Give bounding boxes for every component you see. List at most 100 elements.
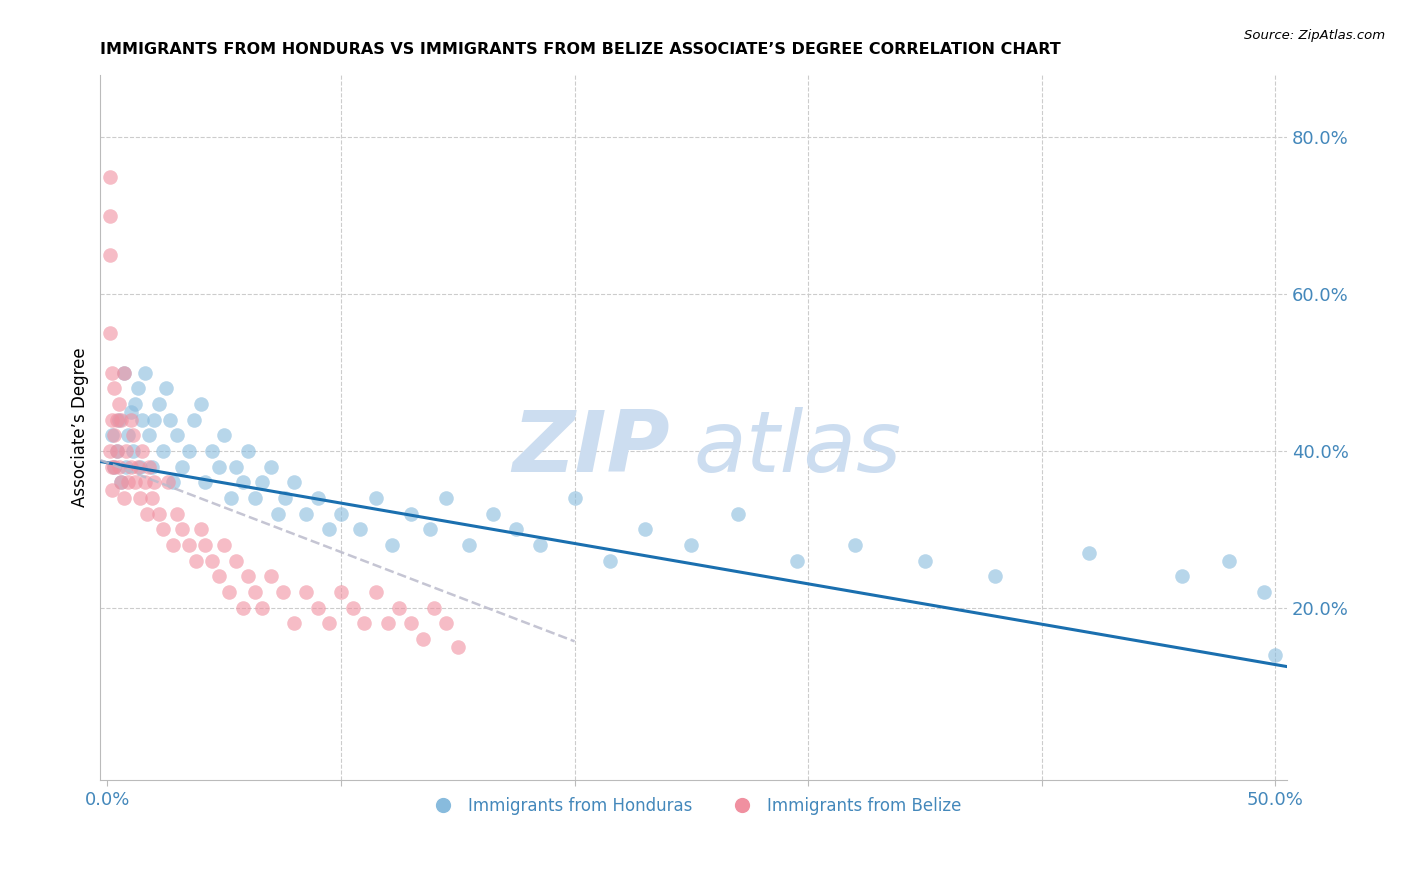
Immigrants from Belize — [134, 475, 156, 490]
Immigrants from Belize — [166, 507, 188, 521]
Immigrants from Honduras — [232, 475, 254, 490]
Immigrants from Honduras — [1171, 569, 1194, 583]
Immigrants from Honduras — [267, 507, 290, 521]
Immigrants from Belize — [190, 522, 212, 536]
Immigrants from Belize — [447, 640, 470, 654]
Immigrants from Belize — [108, 397, 131, 411]
Immigrants from Belize — [131, 444, 153, 458]
Immigrants from Belize — [194, 538, 217, 552]
Immigrants from Belize — [105, 412, 128, 426]
Immigrants from Honduras — [434, 491, 457, 505]
Immigrants from Belize — [115, 444, 138, 458]
Immigrants from Honduras — [201, 444, 224, 458]
Immigrants from Honduras — [1253, 585, 1275, 599]
Immigrants from Belize — [117, 475, 139, 490]
Immigrants from Belize — [105, 444, 128, 458]
Immigrants from Belize — [124, 475, 146, 490]
Immigrants from Honduras — [364, 491, 387, 505]
Immigrants from Honduras — [141, 459, 163, 474]
Immigrants from Honduras — [117, 428, 139, 442]
Immigrants from Belize — [101, 483, 124, 498]
Immigrants from Honduras — [381, 538, 404, 552]
Immigrants from Belize — [434, 616, 457, 631]
Immigrants from Belize — [141, 491, 163, 505]
Immigrants from Honduras — [274, 491, 297, 505]
Immigrants from Honduras — [681, 538, 703, 552]
Immigrants from Honduras — [162, 475, 184, 490]
Immigrants from Honduras — [634, 522, 657, 536]
Immigrants from Belize — [179, 538, 201, 552]
Immigrants from Belize — [307, 600, 329, 615]
Immigrants from Belize — [260, 569, 283, 583]
Immigrants from Belize — [271, 585, 294, 599]
Immigrants from Honduras — [124, 397, 146, 411]
Immigrants from Belize — [377, 616, 399, 631]
Immigrants from Honduras — [148, 397, 170, 411]
Immigrants from Belize — [250, 600, 273, 615]
Immigrants from Belize — [98, 444, 121, 458]
Immigrants from Honduras — [529, 538, 551, 552]
Immigrants from Belize — [138, 459, 160, 474]
Text: IMMIGRANTS FROM HONDURAS VS IMMIGRANTS FROM BELIZE ASSOCIATE’S DEGREE CORRELATIO: IMMIGRANTS FROM HONDURAS VS IMMIGRANTS F… — [100, 42, 1062, 57]
Immigrants from Belize — [152, 522, 174, 536]
Immigrants from Belize — [162, 538, 184, 552]
Immigrants from Honduras — [786, 554, 808, 568]
Immigrants from Belize — [232, 600, 254, 615]
Immigrants from Belize — [201, 554, 224, 568]
Legend: Immigrants from Honduras, Immigrants from Belize: Immigrants from Honduras, Immigrants fro… — [416, 787, 972, 825]
Immigrants from Belize — [225, 554, 247, 568]
Text: Source: ZipAtlas.com: Source: ZipAtlas.com — [1244, 29, 1385, 42]
Immigrants from Belize — [212, 538, 235, 552]
Immigrants from Belize — [330, 585, 353, 599]
Immigrants from Honduras — [129, 459, 152, 474]
Text: atlas: atlas — [693, 407, 901, 490]
Immigrants from Belize — [157, 475, 180, 490]
Immigrants from Belize — [101, 459, 124, 474]
Immigrants from Honduras — [1077, 546, 1099, 560]
Immigrants from Honduras — [131, 412, 153, 426]
Immigrants from Honduras — [399, 507, 422, 521]
Immigrants from Belize — [98, 169, 121, 184]
Immigrants from Belize — [103, 381, 125, 395]
Immigrants from Belize — [120, 412, 142, 426]
Immigrants from Honduras — [120, 405, 142, 419]
Immigrants from Honduras — [295, 507, 318, 521]
Immigrants from Belize — [423, 600, 446, 615]
Immigrants from Honduras — [307, 491, 329, 505]
Immigrants from Belize — [388, 600, 411, 615]
Immigrants from Honduras — [152, 444, 174, 458]
Immigrants from Honduras — [599, 554, 621, 568]
Immigrants from Honduras — [914, 554, 936, 568]
Immigrants from Belize — [122, 428, 145, 442]
Immigrants from Belize — [364, 585, 387, 599]
Immigrants from Belize — [112, 491, 135, 505]
Immigrants from Belize — [143, 475, 166, 490]
Immigrants from Belize — [110, 475, 132, 490]
Immigrants from Honduras — [250, 475, 273, 490]
Immigrants from Honduras — [183, 412, 205, 426]
Immigrants from Belize — [148, 507, 170, 521]
Immigrants from Honduras — [108, 412, 131, 426]
Immigrants from Honduras — [260, 459, 283, 474]
Immigrants from Honduras — [984, 569, 1007, 583]
Immigrants from Honduras — [134, 366, 156, 380]
Immigrants from Belize — [127, 459, 149, 474]
Immigrants from Honduras — [219, 491, 242, 505]
Immigrants from Honduras — [166, 428, 188, 442]
Immigrants from Honduras — [179, 444, 201, 458]
Immigrants from Honduras — [505, 522, 527, 536]
Immigrants from Belize — [172, 522, 194, 536]
Immigrants from Belize — [103, 459, 125, 474]
Immigrants from Honduras — [194, 475, 217, 490]
Immigrants from Honduras — [208, 459, 231, 474]
Immigrants from Honduras — [190, 397, 212, 411]
Immigrants from Honduras — [564, 491, 586, 505]
Immigrants from Belize — [103, 428, 125, 442]
Immigrants from Honduras — [105, 444, 128, 458]
Immigrants from Honduras — [727, 507, 749, 521]
Immigrants from Belize — [295, 585, 318, 599]
Immigrants from Belize — [318, 616, 340, 631]
Immigrants from Belize — [208, 569, 231, 583]
Immigrants from Honduras — [155, 381, 177, 395]
Immigrants from Belize — [342, 600, 364, 615]
